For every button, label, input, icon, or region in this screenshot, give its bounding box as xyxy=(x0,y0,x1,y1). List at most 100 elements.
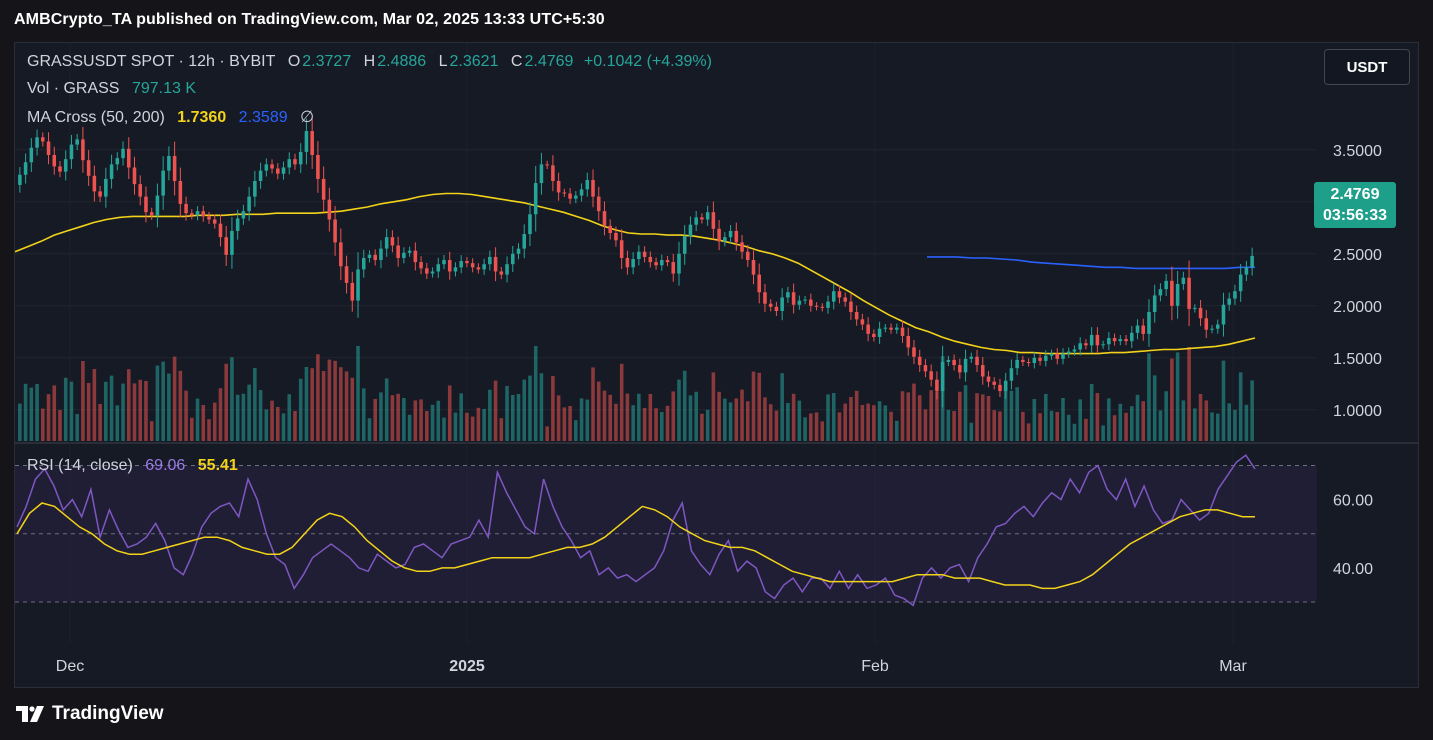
tradingview-brand[interactable]: TradingView xyxy=(16,703,164,725)
volume-bar xyxy=(1175,352,1180,441)
candle-body xyxy=(92,175,97,192)
volume-bar xyxy=(1026,423,1031,441)
candle-body xyxy=(379,248,383,261)
currency-button[interactable]: USDT xyxy=(1324,49,1410,85)
candle-body xyxy=(665,260,670,263)
ma-legend[interactable]: MA Cross (50, 200) 1.7360 2.3589 ∅ xyxy=(27,107,316,127)
candle-body xyxy=(562,192,567,194)
rsi-axis[interactable]: 60.00 40.00 xyxy=(1333,493,1373,578)
candle-body xyxy=(596,196,601,212)
price-tick-label: 2.0000 xyxy=(1333,299,1382,316)
volume-bar xyxy=(505,386,509,441)
candle-body xyxy=(361,257,366,270)
candle-body xyxy=(167,156,171,171)
candle-body xyxy=(155,195,160,216)
candle-body xyxy=(58,166,62,172)
candle-body xyxy=(1095,334,1100,346)
candle-body xyxy=(826,301,830,308)
volume-bar xyxy=(665,405,670,441)
candle-body xyxy=(648,256,653,263)
candle-body xyxy=(1078,343,1082,350)
candle-body xyxy=(774,306,779,311)
time-axis[interactable]: Dec 2025 Feb Mar xyxy=(56,658,1248,675)
price-tick-label: 1.0000 xyxy=(1333,403,1382,420)
candle-body xyxy=(1164,280,1168,290)
candle-body xyxy=(1009,368,1014,381)
volume-legend[interactable]: Vol · GRASS 797.13 K xyxy=(27,80,198,98)
candle-body xyxy=(258,170,263,181)
candle-body xyxy=(791,292,796,305)
candle-body xyxy=(849,301,853,313)
candle-body xyxy=(700,217,704,220)
volume-bar xyxy=(574,420,578,441)
price-tick-label: 1.5000 xyxy=(1333,351,1382,368)
volume-bar xyxy=(81,361,85,441)
close-label: C xyxy=(510,53,523,70)
volume-bar xyxy=(1044,394,1048,441)
volume-bar xyxy=(745,401,750,441)
volume-bar xyxy=(1215,413,1220,441)
candle-body xyxy=(505,264,509,275)
candle-body xyxy=(413,250,418,263)
candle-body xyxy=(516,248,521,254)
candle-body xyxy=(1152,295,1157,313)
candle-body xyxy=(734,230,739,243)
volume-bar xyxy=(797,400,802,441)
volume-bar xyxy=(1135,394,1140,441)
volume-bar xyxy=(980,394,985,441)
candle-body xyxy=(980,365,985,377)
volume-bar xyxy=(963,385,968,441)
volume-bar xyxy=(29,387,34,441)
candle-body xyxy=(803,299,807,301)
volume-bar xyxy=(952,411,956,441)
volume-bar xyxy=(551,376,555,441)
volume-bar xyxy=(207,419,211,441)
candle-body xyxy=(809,299,813,306)
symbol-name[interactable]: GRASSUSDT SPOT · 12h · BYBIT xyxy=(27,53,276,70)
candle-body xyxy=(1198,307,1203,319)
candle-body xyxy=(63,159,68,172)
candle-body xyxy=(912,347,916,357)
volume-bar xyxy=(46,394,51,441)
candle-body xyxy=(1124,339,1128,342)
candle-body xyxy=(545,164,549,166)
volume-bar xyxy=(1198,394,1203,441)
volume-bar xyxy=(253,368,257,441)
volume-bar xyxy=(201,405,206,441)
volume-bar xyxy=(1181,400,1186,441)
candle-body xyxy=(1147,312,1151,334)
volume-bar xyxy=(751,371,756,441)
candle-body xyxy=(138,184,143,197)
candle-body xyxy=(854,312,859,320)
candle-body xyxy=(677,253,681,274)
volume-bar xyxy=(682,370,687,441)
candle-body xyxy=(373,254,377,261)
volume-bar xyxy=(619,363,624,441)
volume-bar xyxy=(149,421,154,441)
rsi-legend[interactable]: RSI (14, close) 69.06 55.41 xyxy=(27,457,240,475)
candle-body xyxy=(104,178,108,197)
candle-body xyxy=(488,256,492,265)
candle-body xyxy=(98,191,102,197)
candle-body xyxy=(1089,334,1094,346)
candle-body xyxy=(745,251,750,261)
candle-body xyxy=(149,212,154,216)
candle-body xyxy=(499,271,504,275)
candle-body xyxy=(327,199,332,220)
candle-body xyxy=(247,196,251,212)
volume-bar xyxy=(608,394,612,441)
volume-bar xyxy=(161,361,165,441)
candle-body xyxy=(688,224,693,237)
volume-bar xyxy=(1038,413,1042,441)
volume-bar xyxy=(774,410,779,441)
candle-body xyxy=(510,253,515,265)
candle-body xyxy=(442,260,446,265)
candle-body xyxy=(654,262,658,266)
volume-bar xyxy=(906,392,911,441)
volume-bar xyxy=(648,394,653,441)
candle-body xyxy=(339,242,343,267)
candle-body xyxy=(929,371,933,380)
